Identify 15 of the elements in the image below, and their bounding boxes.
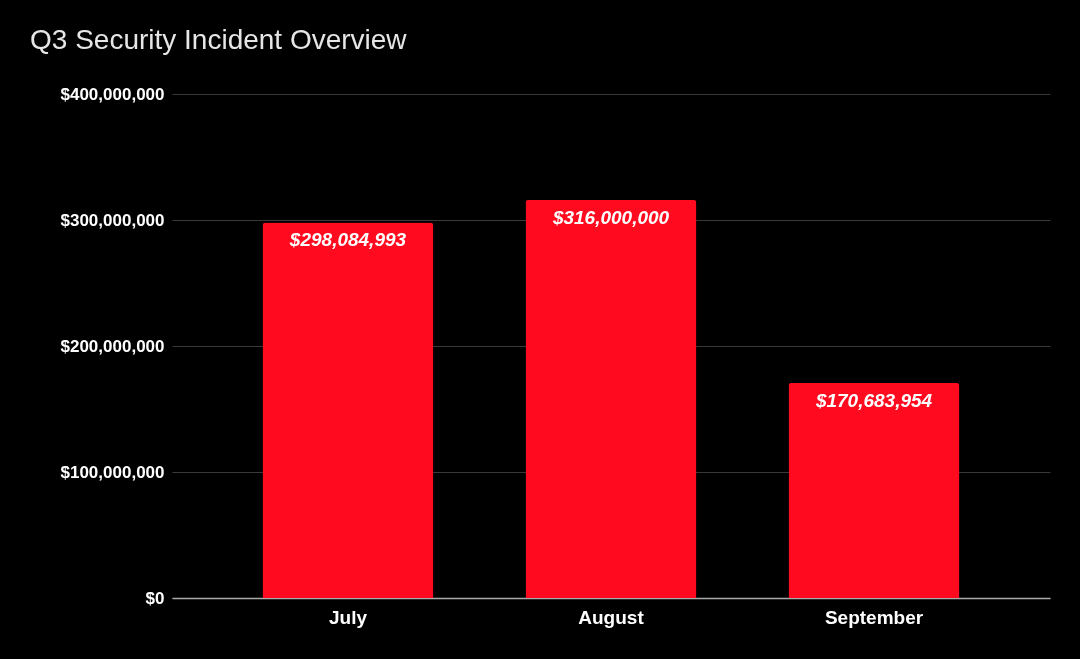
data-label: $298,084,993 xyxy=(288,229,407,251)
x-tick-label: July xyxy=(328,606,368,628)
bar xyxy=(262,222,434,598)
data-label: $316,000,000 xyxy=(551,206,670,228)
y-tick-label: $300,000,000 xyxy=(60,210,165,230)
x-tick-label: September xyxy=(824,606,924,628)
bar xyxy=(525,199,697,598)
y-tick-label: $200,000,000 xyxy=(60,336,165,356)
chart-title: Q3 Security Incident Overview xyxy=(30,24,408,55)
bar xyxy=(788,382,960,598)
y-tick-label: $0 xyxy=(145,588,165,608)
x-tick-label: August xyxy=(578,606,645,628)
data-label: $170,683,954 xyxy=(814,389,933,411)
y-tick-label: $100,000,000 xyxy=(60,462,165,482)
y-tick-label: $400,000,000 xyxy=(60,84,165,104)
